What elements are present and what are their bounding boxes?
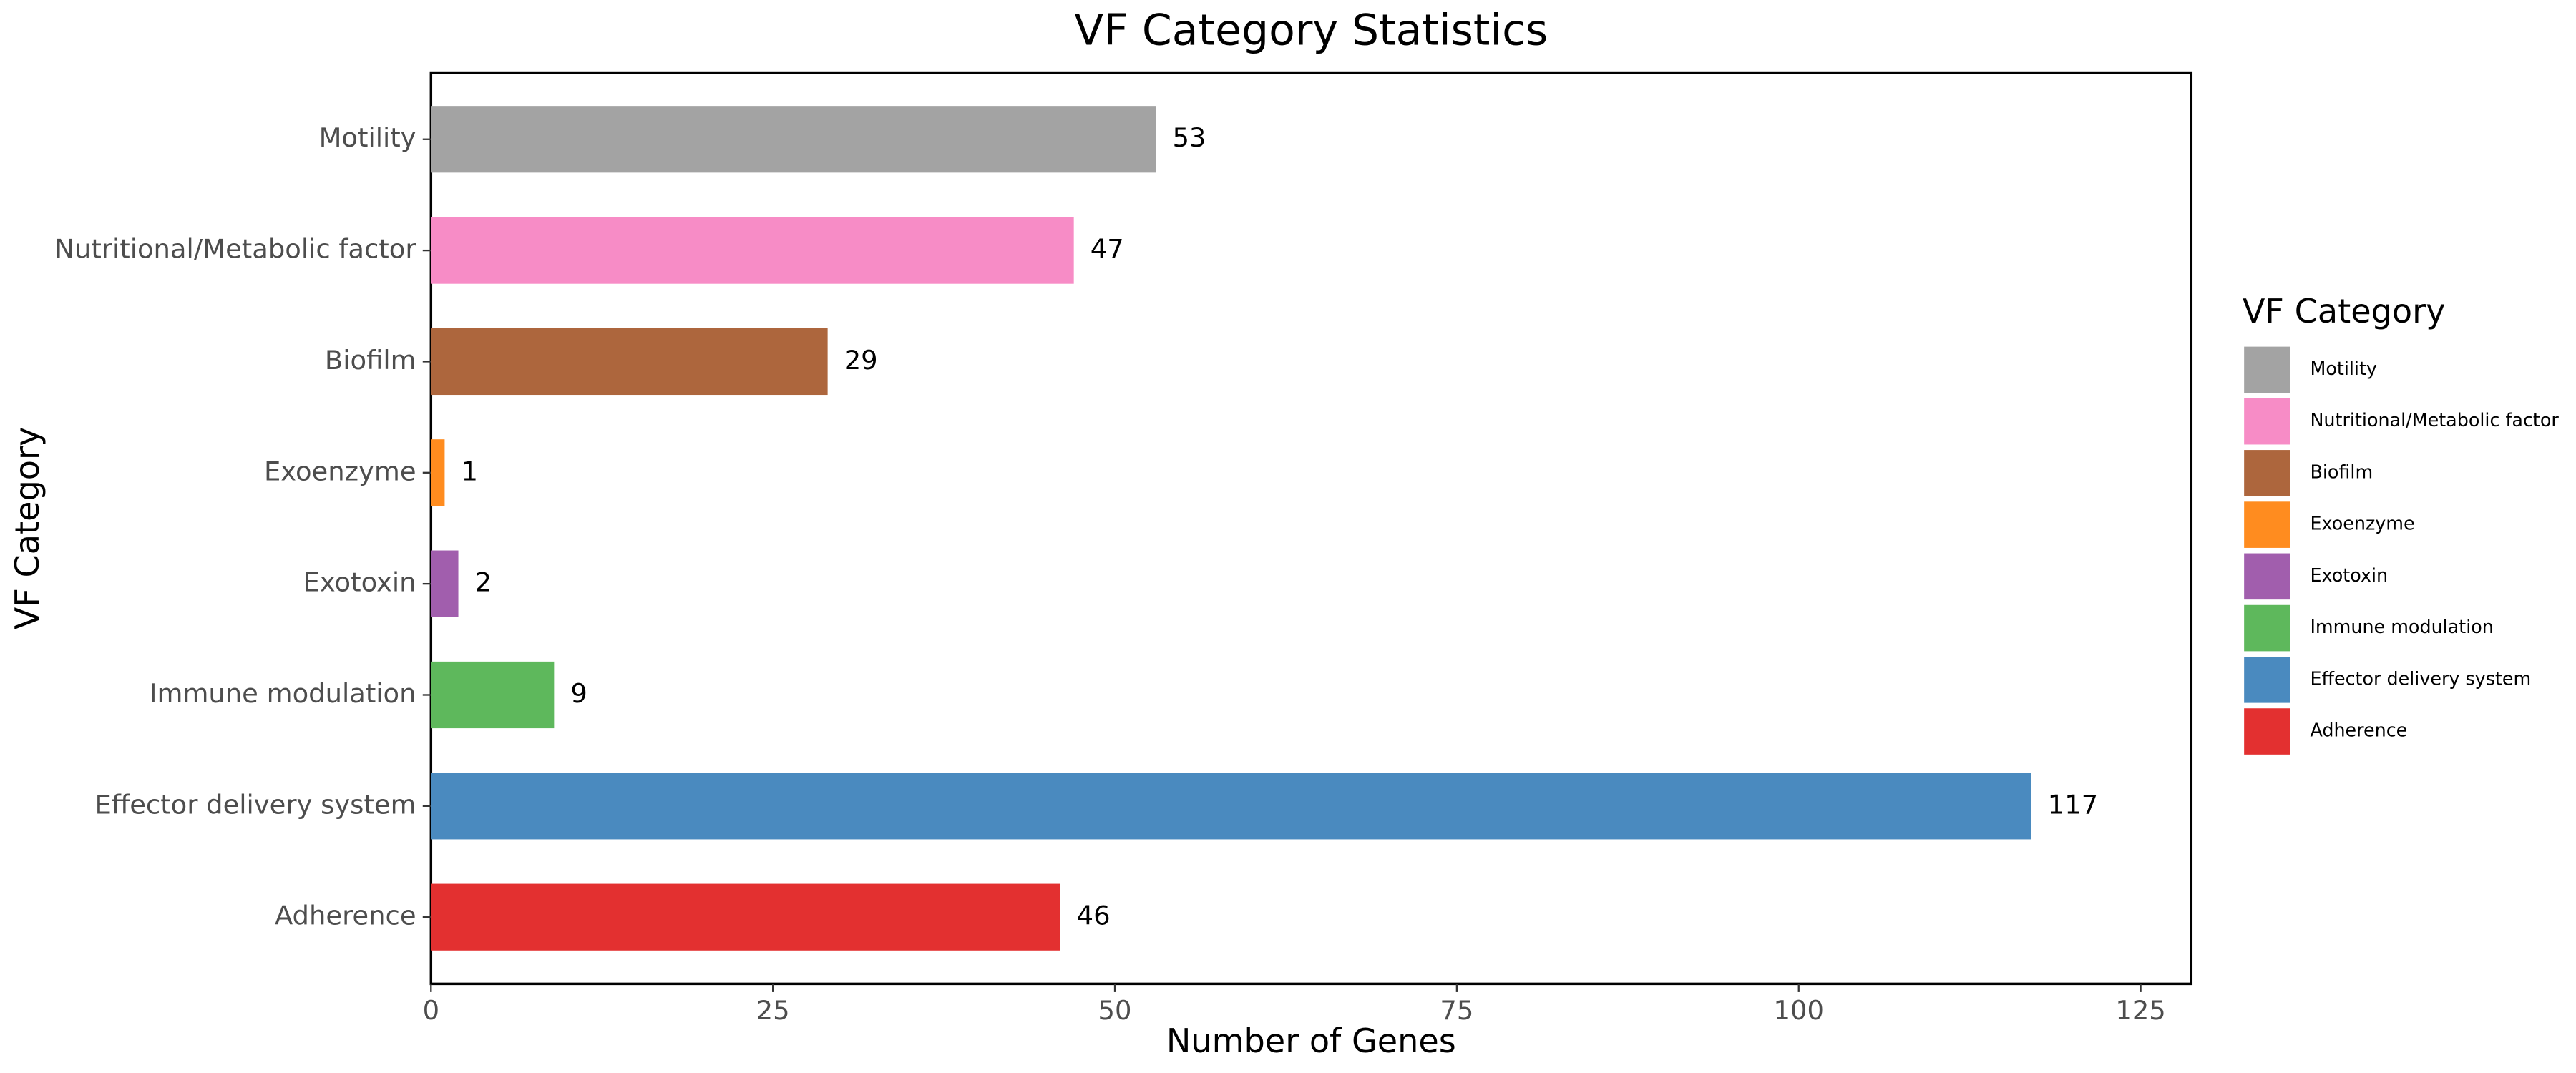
legend-label: Biofilm [2310, 461, 2373, 482]
legend-swatch [2244, 657, 2290, 703]
value-label: 47 [1091, 234, 1124, 265]
chart-title: VF Category Statistics [1074, 6, 1548, 56]
y-tick-label: Effector delivery system [94, 789, 416, 820]
bar [431, 773, 2031, 840]
y-tick-label: Nutritional/Metabolic factor [54, 234, 416, 265]
value-label: 117 [2048, 789, 2098, 820]
value-label: 2 [475, 567, 492, 598]
legend-swatch [2244, 604, 2290, 652]
x-axis-title: Number of Genes [1166, 1021, 1456, 1060]
y-tick-label: Motility [319, 122, 416, 153]
y-tick-label: Exotoxin [303, 567, 416, 598]
bar [431, 328, 828, 396]
y-tick-label: Biofilm [325, 345, 416, 376]
legend-label: Effector delivery system [2310, 667, 2531, 689]
value-label: 53 [1172, 122, 1206, 153]
x-tick-label: 125 [2115, 995, 2165, 1026]
legend-swatch [2244, 708, 2290, 755]
legend-label: Immune modulation [2310, 616, 2493, 637]
y-axis-title: VF Category [8, 427, 47, 630]
legend-swatch [2244, 501, 2290, 548]
x-tick-label: 50 [1098, 995, 1132, 1026]
value-label: 29 [844, 345, 878, 376]
legend-label: Adherence [2310, 720, 2407, 741]
value-label: 46 [1077, 901, 1111, 931]
y-tick-label: Exoenzyme [264, 456, 416, 486]
y-tick-label: Immune modulation [150, 678, 416, 709]
bar [431, 439, 445, 506]
bar [431, 661, 555, 729]
bar [431, 217, 1074, 284]
plot-panel [429, 71, 2193, 986]
legend-swatch [2244, 450, 2290, 496]
value-label: 9 [570, 678, 587, 709]
legend-label: Nutritional/Metabolic factor [2310, 409, 2559, 431]
legend-swatch [2244, 553, 2290, 600]
legend-label: Exoenzyme [2310, 513, 2414, 534]
x-tick-label: 75 [1440, 995, 1473, 1026]
x-tick-label: 0 [423, 995, 439, 1026]
legend-swatch [2244, 398, 2290, 445]
x-tick-label: 100 [1774, 995, 1824, 1026]
legend-swatch [2244, 346, 2290, 393]
bar [431, 883, 1060, 951]
legend-label: Motility [2310, 358, 2376, 379]
legend-title: VF Category [2243, 292, 2446, 330]
x-tick-label: 25 [756, 995, 790, 1026]
bar [431, 106, 1156, 173]
value-label: 1 [461, 456, 477, 486]
y-tick-label: Adherence [275, 901, 416, 931]
legend-label: Exotoxin [2310, 564, 2388, 586]
bar [431, 550, 459, 617]
